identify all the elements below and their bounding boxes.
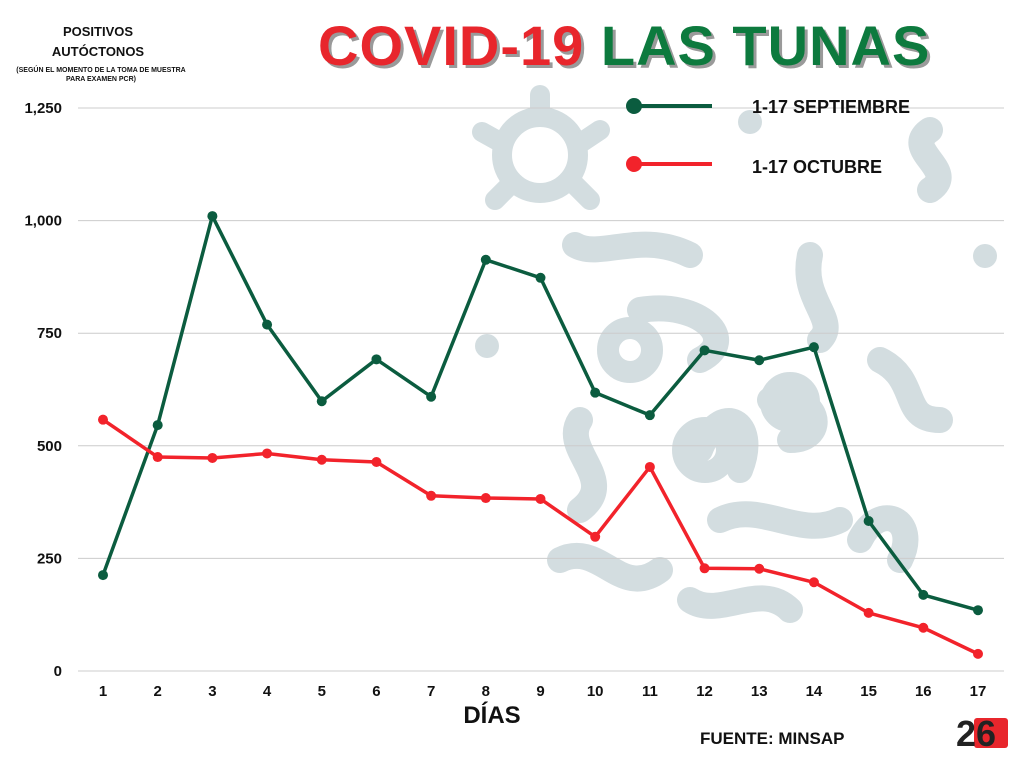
x-tick-label: 8	[482, 683, 490, 700]
x-tick-label: 1	[99, 683, 107, 700]
x-tick-label: 4	[263, 683, 272, 700]
data-point-october	[644, 461, 655, 472]
x-tick-label: 16	[915, 683, 932, 700]
series-september	[98, 211, 983, 616]
x-tick-label: 10	[587, 683, 604, 700]
legend: 1-17 SEPTIEMBRE 1-17 OCTUBRE	[626, 97, 910, 177]
y-tick-label: 250	[37, 550, 62, 567]
data-point-september	[98, 570, 108, 581]
x-tick-label: 12	[696, 683, 713, 700]
x-tick-label: 3	[208, 683, 216, 700]
x-tick-label: 5	[318, 683, 326, 700]
x-tick-label: 14	[806, 683, 823, 700]
data-point-october	[480, 493, 491, 504]
watermark-spike	[472, 85, 610, 210]
y-axis-title: POSITIVOS AUTÓCTONOS	[51, 24, 145, 59]
data-point-september	[590, 387, 601, 398]
legend-label-october: 1-17 OCTUBRE	[752, 157, 882, 177]
data-point-september	[644, 410, 655, 421]
data-point-october	[699, 563, 710, 574]
x-tick-label: 15	[860, 683, 877, 700]
data-point-september	[863, 516, 874, 527]
x-tick-labels: 1 2 3 4 5 6 7 8 9 10 11 12 13 14 15 16 17	[99, 683, 987, 700]
data-point-september	[918, 589, 929, 600]
data-point-september	[426, 391, 437, 402]
watermark-ring	[672, 417, 738, 483]
data-point-october	[973, 648, 983, 659]
data-point-september	[808, 342, 819, 353]
logo-text: 26	[956, 713, 996, 752]
data-point-october	[918, 622, 929, 633]
data-point-september	[152, 420, 163, 431]
legend-marker-september	[626, 98, 642, 114]
y-gridlines	[78, 107, 1004, 672]
x-tick-label: 6	[372, 683, 380, 700]
logo-26: 26	[956, 713, 1008, 752]
data-point-october	[152, 452, 163, 463]
chart-title: COVID-19 LAS TUNAS	[318, 10, 930, 82]
data-point-october	[754, 563, 765, 574]
data-point-september	[207, 211, 218, 222]
x-axis-title: DÍAS	[463, 702, 521, 729]
watermark-dot	[738, 110, 762, 134]
data-point-september	[371, 354, 382, 365]
data-point-september	[973, 605, 983, 616]
data-point-october	[371, 457, 382, 468]
logo-badge	[974, 718, 1008, 748]
data-point-september	[535, 272, 546, 283]
data-point-september	[754, 355, 765, 366]
data-point-october	[426, 490, 437, 501]
series-october	[98, 414, 983, 659]
x-tick-label: 7	[427, 683, 435, 700]
legend-label-september: 1-17 SEPTIEMBRE	[752, 97, 910, 117]
y-axis-note: (SEGÚN EL MOMENTO DE LA TOMA DE MUESTRA …	[16, 67, 186, 83]
data-point-september	[262, 319, 273, 330]
data-point-september	[699, 345, 710, 356]
y-tick-label: 1,250	[24, 100, 62, 117]
x-tick-label: 11	[642, 683, 658, 700]
data-point-september	[480, 254, 491, 265]
data-point-october	[863, 607, 874, 618]
source-credit: FUENTE: MINSAP	[700, 729, 845, 748]
data-point-october	[808, 577, 819, 588]
virus-watermark	[472, 85, 997, 623]
x-tick-label: 2	[154, 683, 162, 700]
x-tick-label: 9	[536, 683, 544, 700]
y-tick-label: 1,000	[24, 213, 62, 230]
data-point-october	[590, 531, 601, 542]
chart-title-covid: COVID-19	[318, 14, 585, 77]
watermark-ring	[597, 317, 663, 383]
watermark-squiggle	[547, 117, 953, 623]
legend-marker-october	[626, 156, 642, 172]
data-point-october	[98, 414, 108, 425]
watermark-dot	[475, 334, 499, 358]
x-tick-label: 17	[970, 683, 987, 700]
watermark-ring	[760, 372, 820, 432]
data-point-october	[262, 448, 273, 459]
data-point-october	[207, 452, 218, 463]
y-tick-label: 500	[37, 438, 62, 455]
watermark-dot	[973, 244, 997, 268]
series-layer	[98, 211, 983, 659]
x-tick-label: 13	[751, 683, 768, 700]
y-tick-labels: 0 250 500 750 1,000 1,250	[24, 100, 62, 680]
data-point-october	[535, 493, 546, 504]
data-point-october	[316, 454, 327, 465]
data-point-september	[316, 396, 327, 407]
y-tick-label: 750	[37, 325, 62, 342]
chart-title-las-tunas: LAS TUNAS	[600, 14, 931, 77]
y-tick-label: 0	[54, 663, 62, 680]
